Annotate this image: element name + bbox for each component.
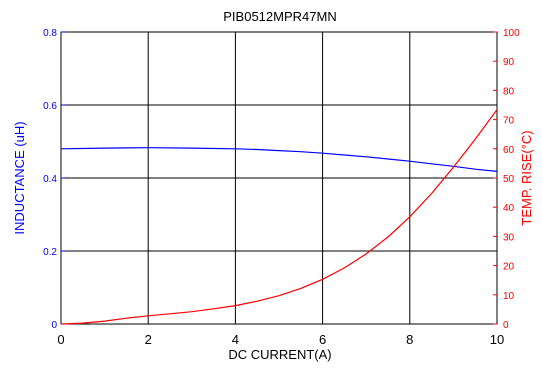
y-right-tick-label: 90 [503, 57, 515, 68]
x-tick-label: 2 [145, 332, 152, 347]
x-tick-label: 8 [406, 332, 413, 347]
y-right-tick-label: 50 [503, 174, 515, 185]
y-left-tick-label: 0.2 [43, 247, 57, 258]
y-right-tick-label: 20 [503, 262, 515, 273]
y-right-tick-labels: 0 10 20 30 40 50 60 70 80 90 100 [493, 28, 520, 331]
x-tick-label: 10 [490, 332, 504, 347]
y-right-tick-label: 0 [503, 320, 509, 331]
y-left-tick-label: 0.4 [43, 174, 57, 185]
y-right-tick-label: 60 [503, 145, 515, 156]
inductance-series-line [60, 147, 498, 172]
temp-rise-series-line [60, 109, 498, 325]
series-lines [60, 109, 498, 325]
y-right-tick-label: 100 [503, 28, 520, 39]
y-right-tick-label: 40 [503, 203, 515, 214]
x-tick-label: 0 [57, 332, 64, 347]
y-left-tick-labels: 0 0.2 0.4 0.6 0.8 [43, 28, 65, 331]
y-left-tick-label: 0.8 [43, 28, 57, 39]
y-left-tick-label: 0.6 [43, 101, 57, 112]
x-axis-label: DC CURRENT(A) [228, 347, 331, 362]
x-tick-label: 6 [319, 332, 326, 347]
y-right-tick-label: 10 [503, 291, 515, 302]
x-tick-label: 4 [232, 332, 239, 347]
y-left-axis-label: INDUCTANCE (uH) [12, 121, 27, 234]
chart-title: PIB0512MPR47MN [223, 9, 336, 24]
y-right-axis-label: TEMP. RISE(°C) [519, 130, 534, 225]
y-right-tick-label: 70 [503, 116, 515, 127]
grid [60, 31, 498, 325]
y-right-tick-label: 30 [503, 232, 515, 243]
y-left-tick-label: 0 [51, 320, 57, 331]
y-right-tick-label: 80 [503, 86, 515, 97]
x-tick-labels: 0 2 4 6 8 10 [57, 332, 504, 347]
